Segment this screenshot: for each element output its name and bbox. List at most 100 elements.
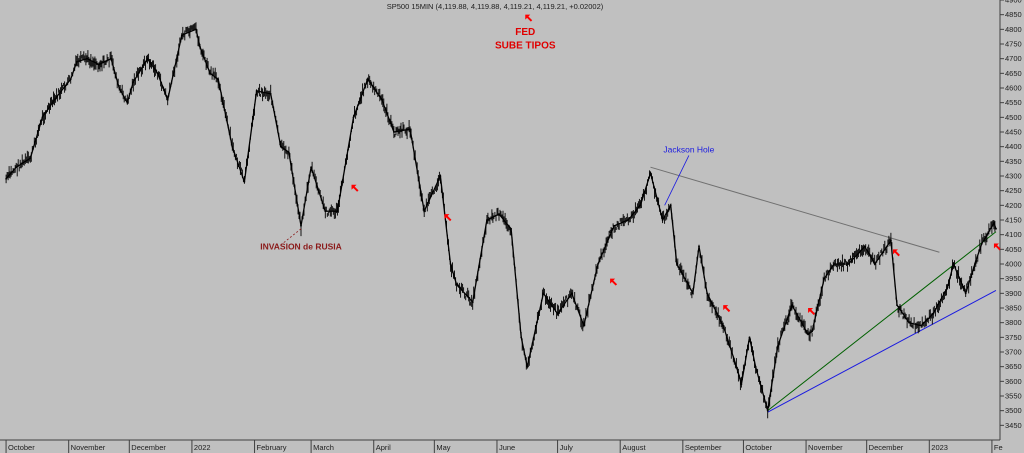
price-point [995, 227, 997, 230]
x-tick-label: May [436, 443, 450, 452]
red-arrow-icon [525, 14, 533, 22]
price-point [439, 175, 442, 177]
price-point [98, 63, 100, 66]
price-point [449, 263, 452, 265]
price-point [766, 409, 769, 412]
red-arrow-icon [993, 243, 1001, 251]
price-point [649, 172, 652, 175]
x-tick-label: October [8, 443, 35, 452]
price-point [847, 263, 850, 265]
y-tick-label: 4750 [1005, 40, 1022, 49]
x-tick-label: March [313, 443, 334, 452]
y-tick-label: 4150 [1005, 216, 1022, 225]
x-tick-label: 2023 [931, 443, 948, 452]
y-tick-label: 4850 [1005, 10, 1022, 19]
price-point [754, 365, 757, 368]
price-point [833, 263, 836, 265]
price-point [195, 28, 197, 31]
price-point [471, 301, 474, 303]
price-point [722, 324, 725, 327]
price-point [209, 72, 212, 75]
price-point [269, 93, 272, 95]
price-point [993, 222, 995, 224]
y-tick-label: 3800 [1005, 318, 1022, 327]
x-tick-label: December [131, 443, 166, 452]
price-point [791, 304, 793, 306]
trend-line-3 [767, 289, 997, 413]
price-point [156, 72, 159, 75]
price-point [890, 239, 892, 242]
price-point [570, 292, 573, 295]
price-point [409, 128, 411, 131]
price-point [639, 204, 642, 207]
x-tick-label: November [71, 443, 106, 452]
price-point [920, 324, 923, 327]
price-point [5, 178, 7, 180]
y-tick-label: 3650 [1005, 362, 1022, 371]
price-point [498, 213, 500, 216]
red-arrow-icon [610, 278, 618, 286]
annotation-labels: FED SUBE TIPOS Jackson Hole INVASION de RUS… [260, 27, 714, 251]
price-point [823, 277, 826, 280]
y-tick-label: 3750 [1005, 333, 1022, 342]
price-point [126, 101, 129, 104]
y-tick-label: 4650 [1005, 69, 1022, 78]
price-line [5, 28, 997, 411]
annotation-links [280, 155, 690, 246]
price-point [510, 227, 512, 230]
price-point [873, 263, 876, 265]
y-tick-label: 4900 [1005, 0, 1022, 5]
price-point [486, 219, 488, 221]
price-point [811, 330, 813, 333]
y-tick-label: 3600 [1005, 377, 1022, 386]
price-point [118, 87, 121, 89]
price-point [807, 333, 809, 336]
price-point [964, 292, 967, 295]
price-point [324, 210, 327, 213]
y-tick-label: 4500 [1005, 113, 1022, 122]
price-point [952, 263, 955, 265]
price-point [231, 145, 234, 148]
price-point [706, 292, 708, 295]
price-point [199, 46, 201, 48]
y-tick-label: 4300 [1005, 172, 1022, 181]
price-point [423, 210, 426, 213]
price-point [217, 78, 220, 81]
x-tick-label: September [685, 443, 722, 452]
red-arrow-icon [351, 184, 359, 192]
y-tick-label: 4450 [1005, 128, 1022, 137]
annotation-label: INVASION de RUSIA [260, 241, 342, 251]
x-tick-label: April [376, 443, 391, 452]
x-tick-label: 2022 [194, 443, 211, 452]
price-point [736, 368, 739, 371]
price-point [310, 166, 312, 169]
plot-area [0, 0, 1000, 440]
price-point [946, 286, 949, 289]
price-point [393, 131, 395, 133]
price-point [41, 116, 44, 119]
price-point [166, 98, 169, 101]
annotation-label: FED [515, 27, 535, 38]
x-tick-label: July [560, 443, 574, 452]
x-tick-label: August [622, 443, 646, 452]
price-point [526, 365, 529, 368]
y-tick-label: 3900 [1005, 289, 1022, 298]
y-tick-label: 3500 [1005, 406, 1022, 415]
price-point [288, 151, 290, 154]
price-point [896, 304, 898, 306]
price-point [669, 204, 672, 207]
price-point [336, 210, 339, 213]
price-point [110, 57, 112, 60]
price-point [980, 242, 983, 245]
trend-line-2 [767, 231, 997, 412]
price-point [132, 81, 135, 83]
red-arrow-icon [808, 308, 816, 315]
arrow-markers [351, 14, 1001, 315]
y-tick-label: 4200 [1005, 201, 1022, 210]
y-tick-label: 4350 [1005, 157, 1022, 166]
price-point [698, 245, 700, 248]
x-axis: October November December 2022 February March… [5, 440, 1003, 453]
x-tick-label: February [257, 443, 287, 452]
y-axis: 3450 3500 3550 3600 3650 3700 3750 3800 3850 3900… [1000, 0, 1022, 430]
